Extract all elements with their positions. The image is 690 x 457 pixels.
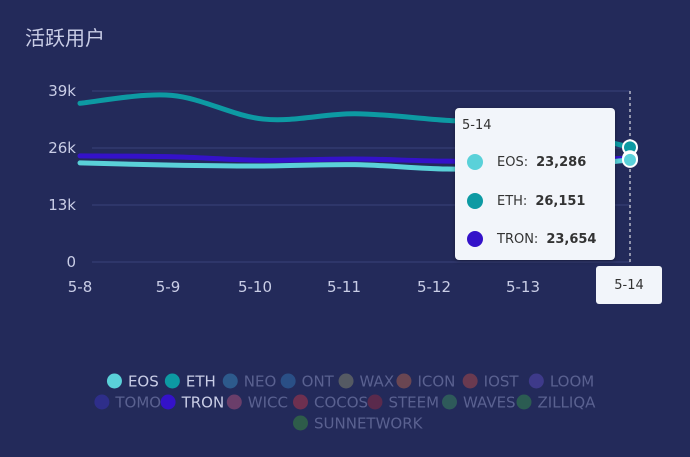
tooltip-eth-name: ETH: [497,193,528,209]
legend-item-tron[interactable]: TRON [181,394,225,412]
tooltip-title: 5-14 [462,118,492,133]
legend-marker-cocos[interactable] [293,394,308,410]
tooltip-eos-name: EOS: [497,154,529,170]
x-tick-label: 5-8 [68,278,93,296]
tooltip-eos-marker [467,154,483,170]
legend-marker-eth[interactable] [164,373,180,389]
chart-title: 活跃用户 [25,26,105,50]
legend-marker-waves[interactable] [442,394,457,410]
legend-marker-sunnetwork[interactable] [293,415,308,431]
x-tick-label: 5-10 [238,278,272,296]
legend-marker-tron[interactable] [160,394,176,410]
tooltip-eos-value: 23,286 [536,154,587,170]
tooltip-eth-marker [467,193,483,209]
legend-item-zilliqa[interactable]: ZILLIQA [538,394,597,412]
x-tick-label: 5-12 [417,278,451,296]
legend-item-neo[interactable]: NEO [244,373,277,391]
tooltip-tron-marker [467,231,483,247]
legend-item-iost[interactable]: IOST [484,373,520,391]
legend-marker-zilliqa[interactable] [516,394,532,410]
y-tick-label: 26k [48,139,76,157]
legend-item-wax[interactable]: WAX [360,373,395,391]
legend-item-eth[interactable]: ETH [186,373,216,391]
legend-marker-loom[interactable] [528,373,544,389]
legend-item-sunnetwork[interactable]: SUNNETWORK [314,415,424,433]
legend-item-icon[interactable]: ICON [417,373,455,391]
axis-pointer-label: 5-14 [596,266,662,304]
y-axis: 0 13k 26k 39k [48,82,76,271]
x-tick-label: 5-13 [506,278,540,296]
legend-marker-icon[interactable] [396,373,412,389]
legend-item-wicc[interactable]: WICC [248,394,288,412]
legend-marker-eos[interactable] [106,373,122,389]
tooltip-eth-value: 26,151 [535,193,586,209]
legend-marker-neo[interactable] [222,373,238,389]
legend-item-ont[interactable]: ONT [302,373,335,391]
legend-item-eos[interactable]: EOS [128,373,159,391]
legend-marker-steem[interactable] [367,394,383,410]
x-axis: 5-8 5-9 5-10 5-11 5-12 5-13 [68,278,540,296]
x-tick-label: 5-9 [156,278,181,296]
legend-item-tomo[interactable]: TOMO [114,394,161,412]
legend: EOS ETH NEO ONT WAX ICON IOST LOOM TOMO TRON WICC C… [94,373,596,433]
y-tick-label: 13k [48,196,76,214]
x-tick-label: 5-11 [327,278,361,296]
tooltip-tron-value: 23,654 [546,231,597,247]
legend-item-steem[interactable]: STEEM [389,394,440,412]
legend-item-waves[interactable]: WAVES [463,394,516,412]
y-tick-label: 0 [66,253,76,271]
tooltip-row-eth: ETH: 26,151 [467,193,585,209]
legend-marker-wicc[interactable] [226,394,242,410]
legend-marker-iost[interactable] [462,373,478,389]
hover-points [622,139,638,168]
tooltip-tron-name: TRON: [497,231,539,247]
hover-point-eos [622,151,638,168]
y-tick-label: 39k [48,82,76,100]
tooltip-row-tron: TRON: 23,654 [467,231,596,247]
legend-item-cocos[interactable]: COCOS [314,394,368,412]
legend-marker-wax[interactable] [338,373,354,389]
legend-marker-ont[interactable] [280,373,296,389]
legend-item-loom[interactable]: LOOM [550,373,594,391]
tooltip: 5-14 EOS: 23,286 ETH: 26,151 TRON: 23,65… [455,108,615,260]
tooltip-row-eos: EOS: 23,286 [467,154,586,170]
legend-marker-tomo[interactable] [94,394,110,410]
